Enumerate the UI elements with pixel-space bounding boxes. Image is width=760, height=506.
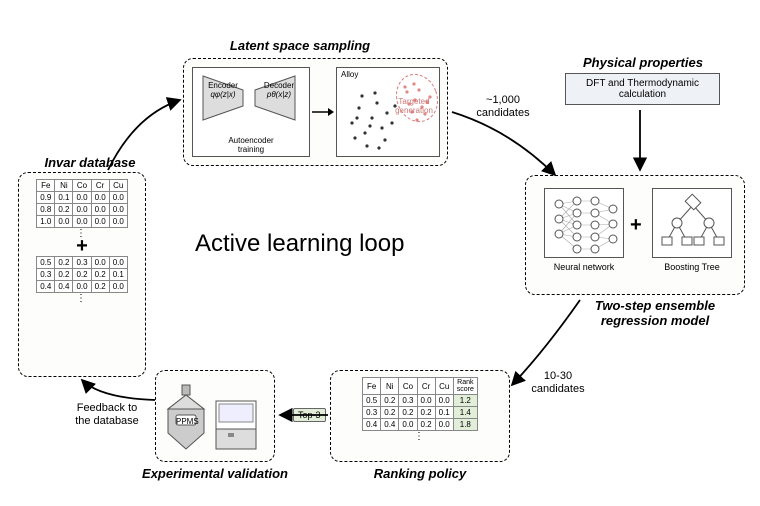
database-table-bottom: 0.50.20.30.00.0 0.30.20.20.20.1 0.40.40.… [36, 256, 128, 293]
col-fe: Fe [37, 180, 55, 192]
intra-arrow-icon [312, 105, 334, 119]
col-ni: Ni [381, 378, 399, 395]
table-row: 0.40.40.00.20.01.8 [363, 419, 478, 431]
bt-caption: Boosting Tree [652, 262, 732, 272]
col-co: Co [73, 180, 91, 192]
vdots-icon: ⋮ [337, 431, 503, 442]
table-row: 0.50.20.30.00.01.2 [363, 395, 478, 407]
dft-box: DFT and Thermodynamic calculation [565, 73, 720, 105]
col-ni: Ni [55, 180, 73, 192]
col-fe: Fe [363, 378, 381, 395]
autoencoder-panel: Encoder qφ(z|x) Decoder pθ(x|z) Autoenco… [192, 67, 310, 157]
database-box: Fe Ni Co Cr Cu 0.90.10.00.00.0 0.80.20.0… [18, 172, 146, 377]
plus-icon: + [630, 214, 642, 237]
boosting-tree-icon [653, 189, 733, 259]
ranking-box: Fe Ni Co Cr Cu Rank score 0.50.20.30.00.… [330, 370, 510, 462]
regression-box: + Neural network Boosting Tree [525, 175, 745, 295]
nn-caption: Neural network [544, 262, 624, 272]
ppms-label: PPMS [176, 417, 199, 426]
boosting-tree-card [652, 188, 732, 258]
table-row: 1.00.00.00.00.0 [37, 216, 128, 228]
ranking-table: Fe Ni Co Cr Cu Rank score 0.50.20.30.00.… [362, 377, 478, 431]
alloy-label: Alloy [341, 70, 358, 79]
latent-label: Latent space sampling [210, 38, 390, 53]
regression-label: Two-step ensemble regression model [570, 298, 740, 328]
database-table-top: Fe Ni Co Cr Cu 0.90.10.00.00.0 0.80.20.0… [36, 179, 128, 228]
vdots-icon: ⋮ [25, 293, 139, 304]
col-cu: Cu [435, 378, 453, 395]
central-title: Active learning loop [195, 230, 404, 258]
table-row: 0.50.20.30.00.0 [37, 257, 128, 269]
table-row: 0.40.40.00.20.0 [37, 281, 128, 293]
ae-caption: Autoencoder training [193, 136, 309, 154]
physical-label: Physical properties [563, 55, 723, 70]
encoder-eq: qφ(z|x) [201, 91, 245, 100]
table-row: 0.30.20.20.20.11.4 [363, 407, 478, 419]
ranking-label: Ranking policy [360, 466, 480, 481]
latent-box: Encoder qφ(z|x) Decoder pθ(x|z) Autoenco… [183, 58, 448, 166]
target-label: Targeted generation [392, 98, 436, 116]
plus-icon: + [25, 235, 139, 258]
col-cu: Cu [109, 180, 127, 192]
feedback-annotation: Feedback to the database [62, 402, 152, 428]
ppms-device-icon [156, 371, 276, 463]
col-cr: Cr [417, 378, 435, 395]
experiment-box: PPMS [155, 370, 275, 462]
candidates-many-annotation: ~1,000 candidates [468, 94, 538, 120]
col-cr: Cr [91, 180, 109, 192]
table-row: 0.30.20.20.20.1 [37, 269, 128, 281]
database-label: Invar database [30, 155, 150, 170]
nn-card [544, 188, 624, 258]
col-co: Co [399, 378, 417, 395]
neural-network-icon [545, 189, 625, 259]
decoder-eq: pθ(x|z) [257, 91, 301, 100]
scatter-panel: Alloy Targeted generation [336, 67, 440, 157]
col-rank: Rank score [453, 378, 477, 395]
table-row: 0.80.20.00.00.0 [37, 204, 128, 216]
topk-badge: Top-3 [293, 408, 326, 422]
candidates-few-annotation: 10-30 candidates [528, 370, 588, 396]
experiment-label: Experimental validation [130, 466, 300, 481]
table-row: 0.90.10.00.00.0 [37, 192, 128, 204]
